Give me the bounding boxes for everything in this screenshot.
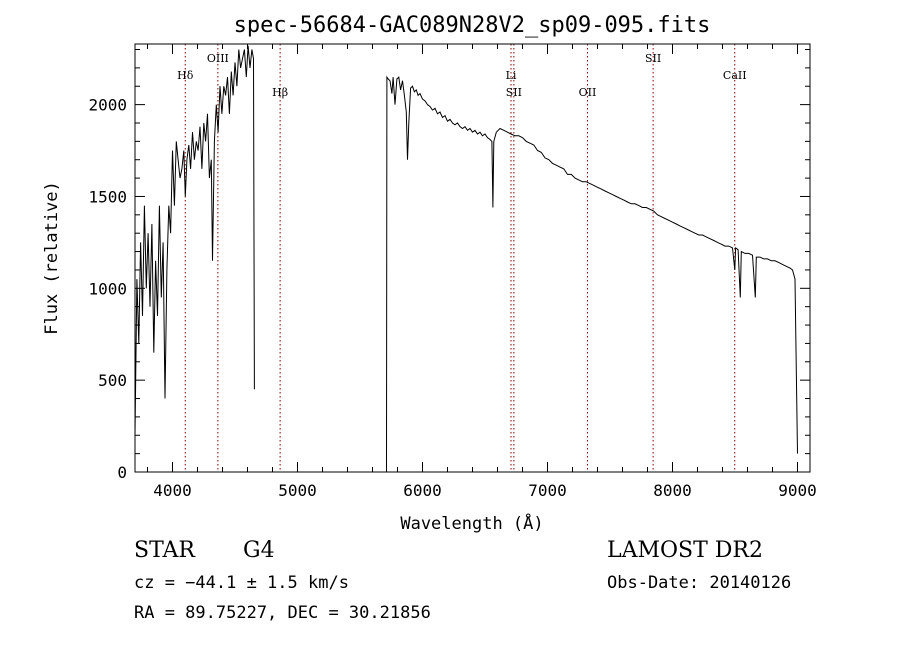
- x-axis-label: Wavelength (Å): [400, 512, 543, 534]
- line-label-4: SII: [506, 86, 522, 99]
- plot-frame: [134, 43, 811, 473]
- spectrum-series: [134, 45, 798, 473]
- survey-name: LAMOST DR2: [607, 538, 763, 563]
- observation-date: Obs-Date: 20140126: [607, 573, 792, 593]
- object-subclass: G4: [243, 538, 275, 563]
- object-type: STAR: [134, 538, 195, 563]
- line-label-2: Hβ: [272, 86, 288, 99]
- ra-dec: RA = 89.75227, DEC = 30.21856: [134, 603, 431, 623]
- y-axis-label: Flux (relative): [42, 181, 62, 335]
- spectrum-segment-0: [134, 45, 255, 436]
- x-tick-label-2: 6000: [403, 481, 442, 500]
- y-tick-label-2: 1000: [88, 279, 127, 298]
- redshift-cz: cz = −44.1 ± 1.5 km/s: [134, 573, 349, 593]
- x-tick-label-0: 4000: [153, 481, 192, 500]
- line-label-6: SII: [645, 52, 661, 65]
- x-tick-label-5: 9000: [778, 481, 817, 500]
- spectral-line-markers: Hδ OIII Hβ Li SII OII SII CaII: [177, 44, 747, 472]
- y-axis-ticks: 0 500 1000 1500 2000: [88, 49, 810, 482]
- x-tick-label-3: 7000: [528, 481, 567, 500]
- line-label-7: CaII: [723, 69, 747, 82]
- chart-title: spec-56684-GAC089N28V2_sp09-095.fits: [234, 13, 711, 38]
- x-axis-ticks: 4000 5000 6000 7000 8000 9000: [147, 44, 817, 500]
- spectrum-chart: spec-56684-GAC089N28V2_sp09-095.fits Hδ O…: [42, 13, 817, 534]
- y-tick-label-0: 0: [117, 463, 127, 482]
- x-tick-label-4: 8000: [653, 481, 692, 500]
- line-label-1: OIII: [207, 52, 229, 65]
- y-tick-label-4: 2000: [88, 96, 127, 115]
- line-label-3: Li: [506, 69, 517, 82]
- y-tick-label-3: 1500: [88, 187, 127, 206]
- spectrum-segment-1: [386, 75, 798, 473]
- line-label-5: OII: [579, 86, 597, 99]
- y-tick-label-1: 500: [98, 371, 127, 390]
- x-tick-label-1: 5000: [278, 481, 317, 500]
- line-label-0: Hδ: [177, 69, 194, 82]
